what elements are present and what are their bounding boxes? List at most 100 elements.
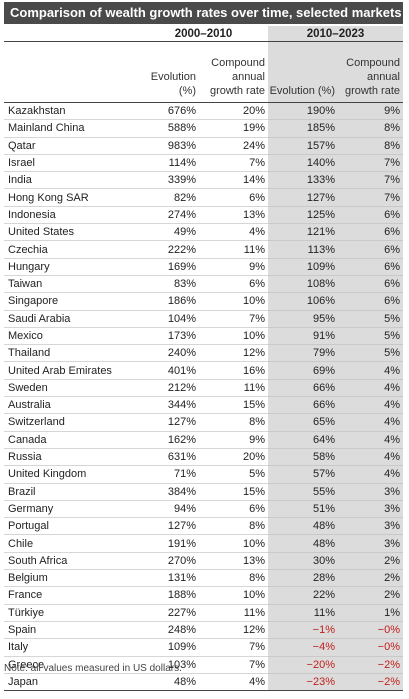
evolution-2000-2010-cell: 344% bbox=[139, 396, 199, 415]
country-cell: Indonesia bbox=[4, 206, 139, 225]
evolution-2000-2010-cell: 270% bbox=[139, 552, 199, 571]
cagr-2010-2023-cell: 6% bbox=[338, 258, 403, 276]
wealth-growth-table-container: 2000–2010 2010–2023 Evolution (%) Compou… bbox=[4, 26, 403, 692]
cagr-2000-2010-cell: 8% bbox=[199, 517, 268, 536]
cagr-2000-2010-cell: 4% bbox=[199, 223, 268, 242]
table-row: Indonesia 274% 13% 125% 6% bbox=[4, 206, 403, 225]
cagr-2000-2010-cell: 20% bbox=[199, 102, 268, 121]
cagr-2000-2010-cell: 19% bbox=[199, 119, 268, 138]
country-cell: Hong Kong SAR bbox=[4, 188, 139, 207]
table-row: Hungary 169% 9% 109% 6% bbox=[4, 258, 403, 276]
cagr-2010-2023-cell: 4% bbox=[338, 465, 403, 484]
evolution-2000-2010-cell: 274% bbox=[139, 206, 199, 225]
evolution-2010-2023-cell: 69% bbox=[268, 361, 338, 380]
cagr-2000-2010-cell: 15% bbox=[199, 483, 268, 501]
cagr-2000-2010-cell: 13% bbox=[199, 206, 268, 225]
cagr-2010-2023-cell: 3% bbox=[338, 534, 403, 553]
cagr-2000-2010-cell: 15% bbox=[199, 396, 268, 415]
table-row: Brazil 384% 15% 55% 3% bbox=[4, 483, 403, 501]
cagr-2000-2010-cell: 20% bbox=[199, 448, 268, 467]
evolution-2010-2023-cell: 125% bbox=[268, 206, 338, 225]
cagr-2010-2023-cell: 5% bbox=[338, 344, 403, 363]
cagr-2010-2023-cell: 2% bbox=[338, 586, 403, 605]
country-cell: Czechia bbox=[4, 240, 139, 259]
country-cell: France bbox=[4, 586, 139, 605]
evolution-2010-2023-cell: −1% bbox=[268, 621, 338, 640]
cagr-2000-2010-cell: 11% bbox=[199, 240, 268, 259]
country-cell: India bbox=[4, 171, 139, 190]
country-cell: United States bbox=[4, 223, 139, 242]
cagr-header-1: Compound annual growth rate bbox=[199, 41, 268, 103]
evolution-2000-2010-cell: 173% bbox=[139, 327, 199, 346]
evolution-2010-2023-cell: 185% bbox=[268, 119, 338, 138]
cagr-2000-2010-cell: 7% bbox=[199, 656, 268, 674]
evolution-2010-2023-cell: 55% bbox=[268, 483, 338, 501]
evolution-2010-2023-cell: 157% bbox=[268, 137, 338, 155]
cagr-2010-2023-cell: 2% bbox=[338, 569, 403, 588]
evolution-2000-2010-cell: 401% bbox=[139, 361, 199, 380]
cagr-2000-2010-cell: 9% bbox=[199, 258, 268, 276]
period-header-2000-2010: 2000–2010 bbox=[139, 26, 268, 42]
evolution-2000-2010-cell: 127% bbox=[139, 517, 199, 536]
table-row: Thailand 240% 12% 79% 5% bbox=[4, 344, 403, 363]
evolution-2000-2010-cell: 48% bbox=[139, 673, 199, 692]
cagr-2010-2023-cell: 8% bbox=[338, 137, 403, 155]
table-row: United Arab Emirates 401% 16% 69% 4% bbox=[4, 361, 403, 380]
table-row: Taiwan 83% 6% 108% 6% bbox=[4, 275, 403, 294]
table-row: Hong Kong SAR 82% 6% 127% 7% bbox=[4, 188, 403, 207]
evolution-2000-2010-cell: 339% bbox=[139, 171, 199, 190]
table-row: Qatar 983% 24% 157% 8% bbox=[4, 137, 403, 155]
evolution-2000-2010-cell: 127% bbox=[139, 413, 199, 432]
cagr-2010-2023-cell: 4% bbox=[338, 431, 403, 449]
evolution-2000-2010-cell: 186% bbox=[139, 292, 199, 311]
cagr-2010-2023-cell: 6% bbox=[338, 275, 403, 294]
evolution-2000-2010-cell: 191% bbox=[139, 534, 199, 553]
cagr-2000-2010-cell: 9% bbox=[199, 431, 268, 449]
evolution-header-2: Evolution (%) bbox=[268, 41, 338, 103]
cagr-2000-2010-cell: 10% bbox=[199, 327, 268, 346]
evolution-2000-2010-cell: 631% bbox=[139, 448, 199, 467]
evolution-2010-2023-cell: 95% bbox=[268, 310, 338, 328]
evolution-2000-2010-cell: 240% bbox=[139, 344, 199, 363]
header-blank bbox=[4, 26, 139, 42]
evolution-2010-2023-cell: 57% bbox=[268, 465, 338, 484]
table-title: Comparison of wealth growth rates over t… bbox=[4, 2, 403, 24]
cagr-2000-2010-cell: 7% bbox=[199, 638, 268, 657]
evolution-2000-2010-cell: 248% bbox=[139, 621, 199, 640]
evolution-2000-2010-cell: 71% bbox=[139, 465, 199, 484]
cagr-2010-2023-cell: 4% bbox=[338, 448, 403, 467]
evolution-2010-2023-cell: 113% bbox=[268, 240, 338, 259]
evolution-2010-2023-cell: 66% bbox=[268, 396, 338, 415]
table-row: Singapore 186% 10% 106% 6% bbox=[4, 292, 403, 311]
table-row: Kazakhstan 676% 20% 190% 9% bbox=[4, 102, 403, 121]
evolution-2010-2023-cell: 22% bbox=[268, 586, 338, 605]
evolution-2000-2010-cell: 131% bbox=[139, 569, 199, 588]
country-cell: Portugal bbox=[4, 517, 139, 536]
country-header bbox=[4, 41, 139, 103]
table-row: United States 49% 4% 121% 6% bbox=[4, 223, 403, 242]
evolution-2010-2023-cell: 64% bbox=[268, 431, 338, 449]
evolution-2000-2010-cell: 49% bbox=[139, 223, 199, 242]
country-cell: Türkiye bbox=[4, 604, 139, 622]
evolution-2000-2010-cell: 83% bbox=[139, 275, 199, 294]
cagr-2010-2023-cell: 1% bbox=[338, 604, 403, 622]
evolution-2000-2010-cell: 212% bbox=[139, 379, 199, 398]
cagr-2010-2023-cell: −2% bbox=[338, 673, 403, 692]
country-cell: Australia bbox=[4, 396, 139, 415]
country-cell: Chile bbox=[4, 534, 139, 553]
cagr-2000-2010-cell: 4% bbox=[199, 673, 268, 692]
country-cell: Saudi Arabia bbox=[4, 310, 139, 328]
evolution-2010-2023-cell: 28% bbox=[268, 569, 338, 588]
evolution-2000-2010-cell: 222% bbox=[139, 240, 199, 259]
table-row: Saudi Arabia 104% 7% 95% 5% bbox=[4, 310, 403, 328]
cagr-2010-2023-cell: 5% bbox=[338, 327, 403, 346]
country-cell: Spain bbox=[4, 621, 139, 640]
cagr-2000-2010-cell: 12% bbox=[199, 621, 268, 640]
cagr-2000-2010-cell: 7% bbox=[199, 154, 268, 173]
evolution-2010-2023-cell: 121% bbox=[268, 223, 338, 242]
evolution-2000-2010-cell: 169% bbox=[139, 258, 199, 276]
evolution-2010-2023-cell: 79% bbox=[268, 344, 338, 363]
country-cell: Thailand bbox=[4, 344, 139, 363]
country-cell: United Kingdom bbox=[4, 465, 139, 484]
evolution-2010-2023-cell: 109% bbox=[268, 258, 338, 276]
